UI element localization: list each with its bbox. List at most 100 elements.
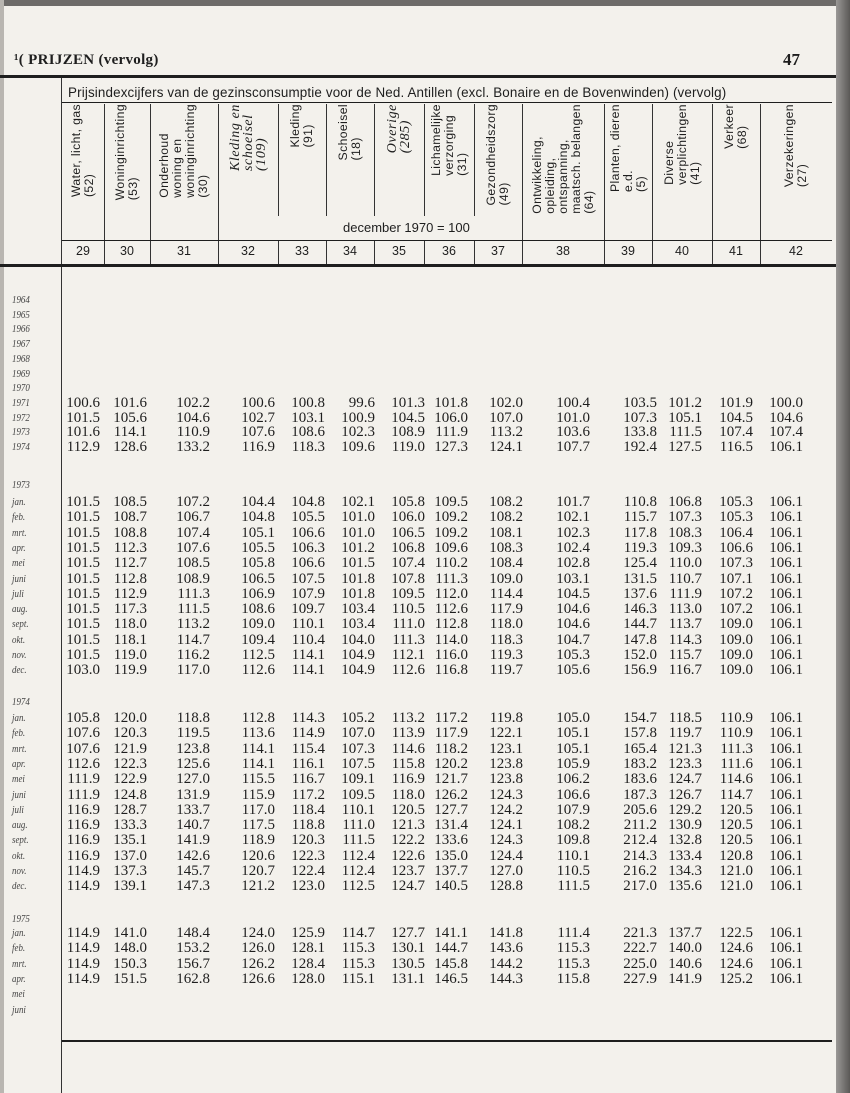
table-cell: 106.1 <box>769 616 803 633</box>
table-cell: 106.1 <box>769 601 803 618</box>
table-cell: 109.0 <box>719 616 753 633</box>
table-cell: 108.1 <box>489 524 523 541</box>
table-cell: 126.0 <box>241 940 275 957</box>
table-cell: 108.3 <box>489 539 523 556</box>
scan-edge-right <box>836 0 850 1093</box>
column-number: 30 <box>120 244 134 258</box>
table-cell: 148.0 <box>113 940 147 957</box>
column-number: 39 <box>621 244 635 258</box>
table-cell: 118.1 <box>113 631 147 648</box>
column-header: Ontwikkeling, opleiding, ontspanning, ma… <box>522 104 604 228</box>
table-cell: 153.2 <box>176 940 210 957</box>
table-cell: 107.3 <box>668 509 702 526</box>
table-cell: 128.8 <box>489 878 523 895</box>
table-cell: 115.9 <box>241 786 275 803</box>
column-header: Lichamelijke verzorging (31) <box>424 104 474 228</box>
table-cell: 105.3 <box>719 509 753 526</box>
table-cell: 111.3 <box>720 740 753 757</box>
table-cell: 116.1 <box>291 755 325 772</box>
table-cell: 119.7 <box>668 725 702 742</box>
column-number-divider <box>652 241 653 264</box>
table-cell: 109.6 <box>341 439 375 455</box>
table-cell: 112.6 <box>391 662 425 679</box>
table-cell: 114.9 <box>66 955 100 972</box>
table-cell: 128.6 <box>113 439 147 455</box>
table-cell: 112.6 <box>66 755 100 772</box>
row-label: mei <box>12 558 25 570</box>
row-label: okt. <box>12 850 26 862</box>
row-label: 1966 <box>12 324 30 336</box>
column-divider <box>374 104 375 216</box>
table-cell: 134.3 <box>668 863 702 879</box>
table-cell: 115.8 <box>556 970 590 987</box>
table-cell: 109.5 <box>391 585 425 602</box>
table-cell: 120.3 <box>291 832 325 849</box>
table-cell: 127.3 <box>434 439 468 455</box>
table-cell: 105.1 <box>556 725 590 742</box>
table-cell: 122.3 <box>291 847 325 864</box>
table-cell: 107.4 <box>391 555 425 572</box>
table-cell: 109.4 <box>241 631 275 648</box>
table-cell: 141.9 <box>668 970 702 987</box>
table-cell: 116.7 <box>291 771 325 788</box>
table-cell: 117.0 <box>241 801 275 818</box>
table-cell: 104.8 <box>291 494 325 510</box>
table-cell: 119.7 <box>489 662 523 679</box>
table-cell: 104.9 <box>341 662 375 679</box>
table-cell: 113.2 <box>176 616 210 633</box>
column-number: 37 <box>491 244 505 258</box>
table-cell: 114.4 <box>489 585 523 602</box>
table-cell: 108.2 <box>489 494 523 510</box>
column-header-label: Verzekeringen (27) <box>782 104 809 188</box>
table-cell: 108.2 <box>489 509 523 526</box>
table-cell: 116.9 <box>241 439 275 455</box>
row-label: mei <box>12 989 25 1001</box>
table-cell: 114.9 <box>66 878 100 895</box>
row-label: feb. <box>12 728 26 740</box>
table-cell: 105.6 <box>113 409 147 426</box>
table-cell: 137.7 <box>434 863 468 879</box>
table-cell: 107.3 <box>623 409 657 426</box>
column-number-divider <box>326 241 327 264</box>
table-cell: 112.9 <box>113 585 147 602</box>
table-cell: 115.7 <box>668 647 702 663</box>
row-label: jan. <box>12 713 26 724</box>
table-cell: 106.6 <box>719 539 753 556</box>
table-cell: 124.1 <box>489 817 523 834</box>
table-cell: 124.4 <box>489 847 523 864</box>
table-cell: 111.3 <box>435 570 468 587</box>
table-cell: 116.9 <box>66 801 100 818</box>
table-cell: 117.2 <box>291 786 325 803</box>
table-cell: 103.6 <box>556 424 590 441</box>
table-cell: 109.5 <box>341 786 375 803</box>
table-cell: 133.2 <box>176 439 210 455</box>
table-cell: 100.9 <box>341 409 375 426</box>
table-cell: 114.7 <box>719 786 753 803</box>
table-cell: 112.1 <box>391 647 425 663</box>
table-cell: 106.1 <box>769 955 803 972</box>
block-year-label: 1973 <box>12 480 30 491</box>
column-header-label: Onderhoud woning en woninginrichting (30… <box>157 104 210 198</box>
table-cell: 106.1 <box>769 662 803 679</box>
table-cell: 106.1 <box>769 439 803 455</box>
table-cell: 120.3 <box>113 725 147 742</box>
column-number: 35 <box>392 244 406 258</box>
table-cell: 108.9 <box>391 424 425 441</box>
table-cell: 116.9 <box>391 771 425 788</box>
table-cell: 192.4 <box>623 439 657 455</box>
row-label: feb. <box>12 943 26 955</box>
column-divider <box>474 104 475 216</box>
table-cell: 106.1 <box>769 863 803 879</box>
table-cell: 144.3 <box>489 970 523 987</box>
table-cell: 145.8 <box>434 955 468 972</box>
table-cell: 122.2 <box>391 832 425 849</box>
table-cell: 106.1 <box>769 509 803 526</box>
column-header-label: Verkeer (68) <box>722 104 749 149</box>
table-cell: 106.1 <box>769 847 803 864</box>
row-label: juni <box>12 573 26 585</box>
table-cell: 115.4 <box>291 740 325 757</box>
table-cell: 106.1 <box>769 878 803 895</box>
row-label: sept. <box>12 835 29 847</box>
table-cell: 117.9 <box>489 601 523 618</box>
table-cell: 106.6 <box>556 786 590 803</box>
